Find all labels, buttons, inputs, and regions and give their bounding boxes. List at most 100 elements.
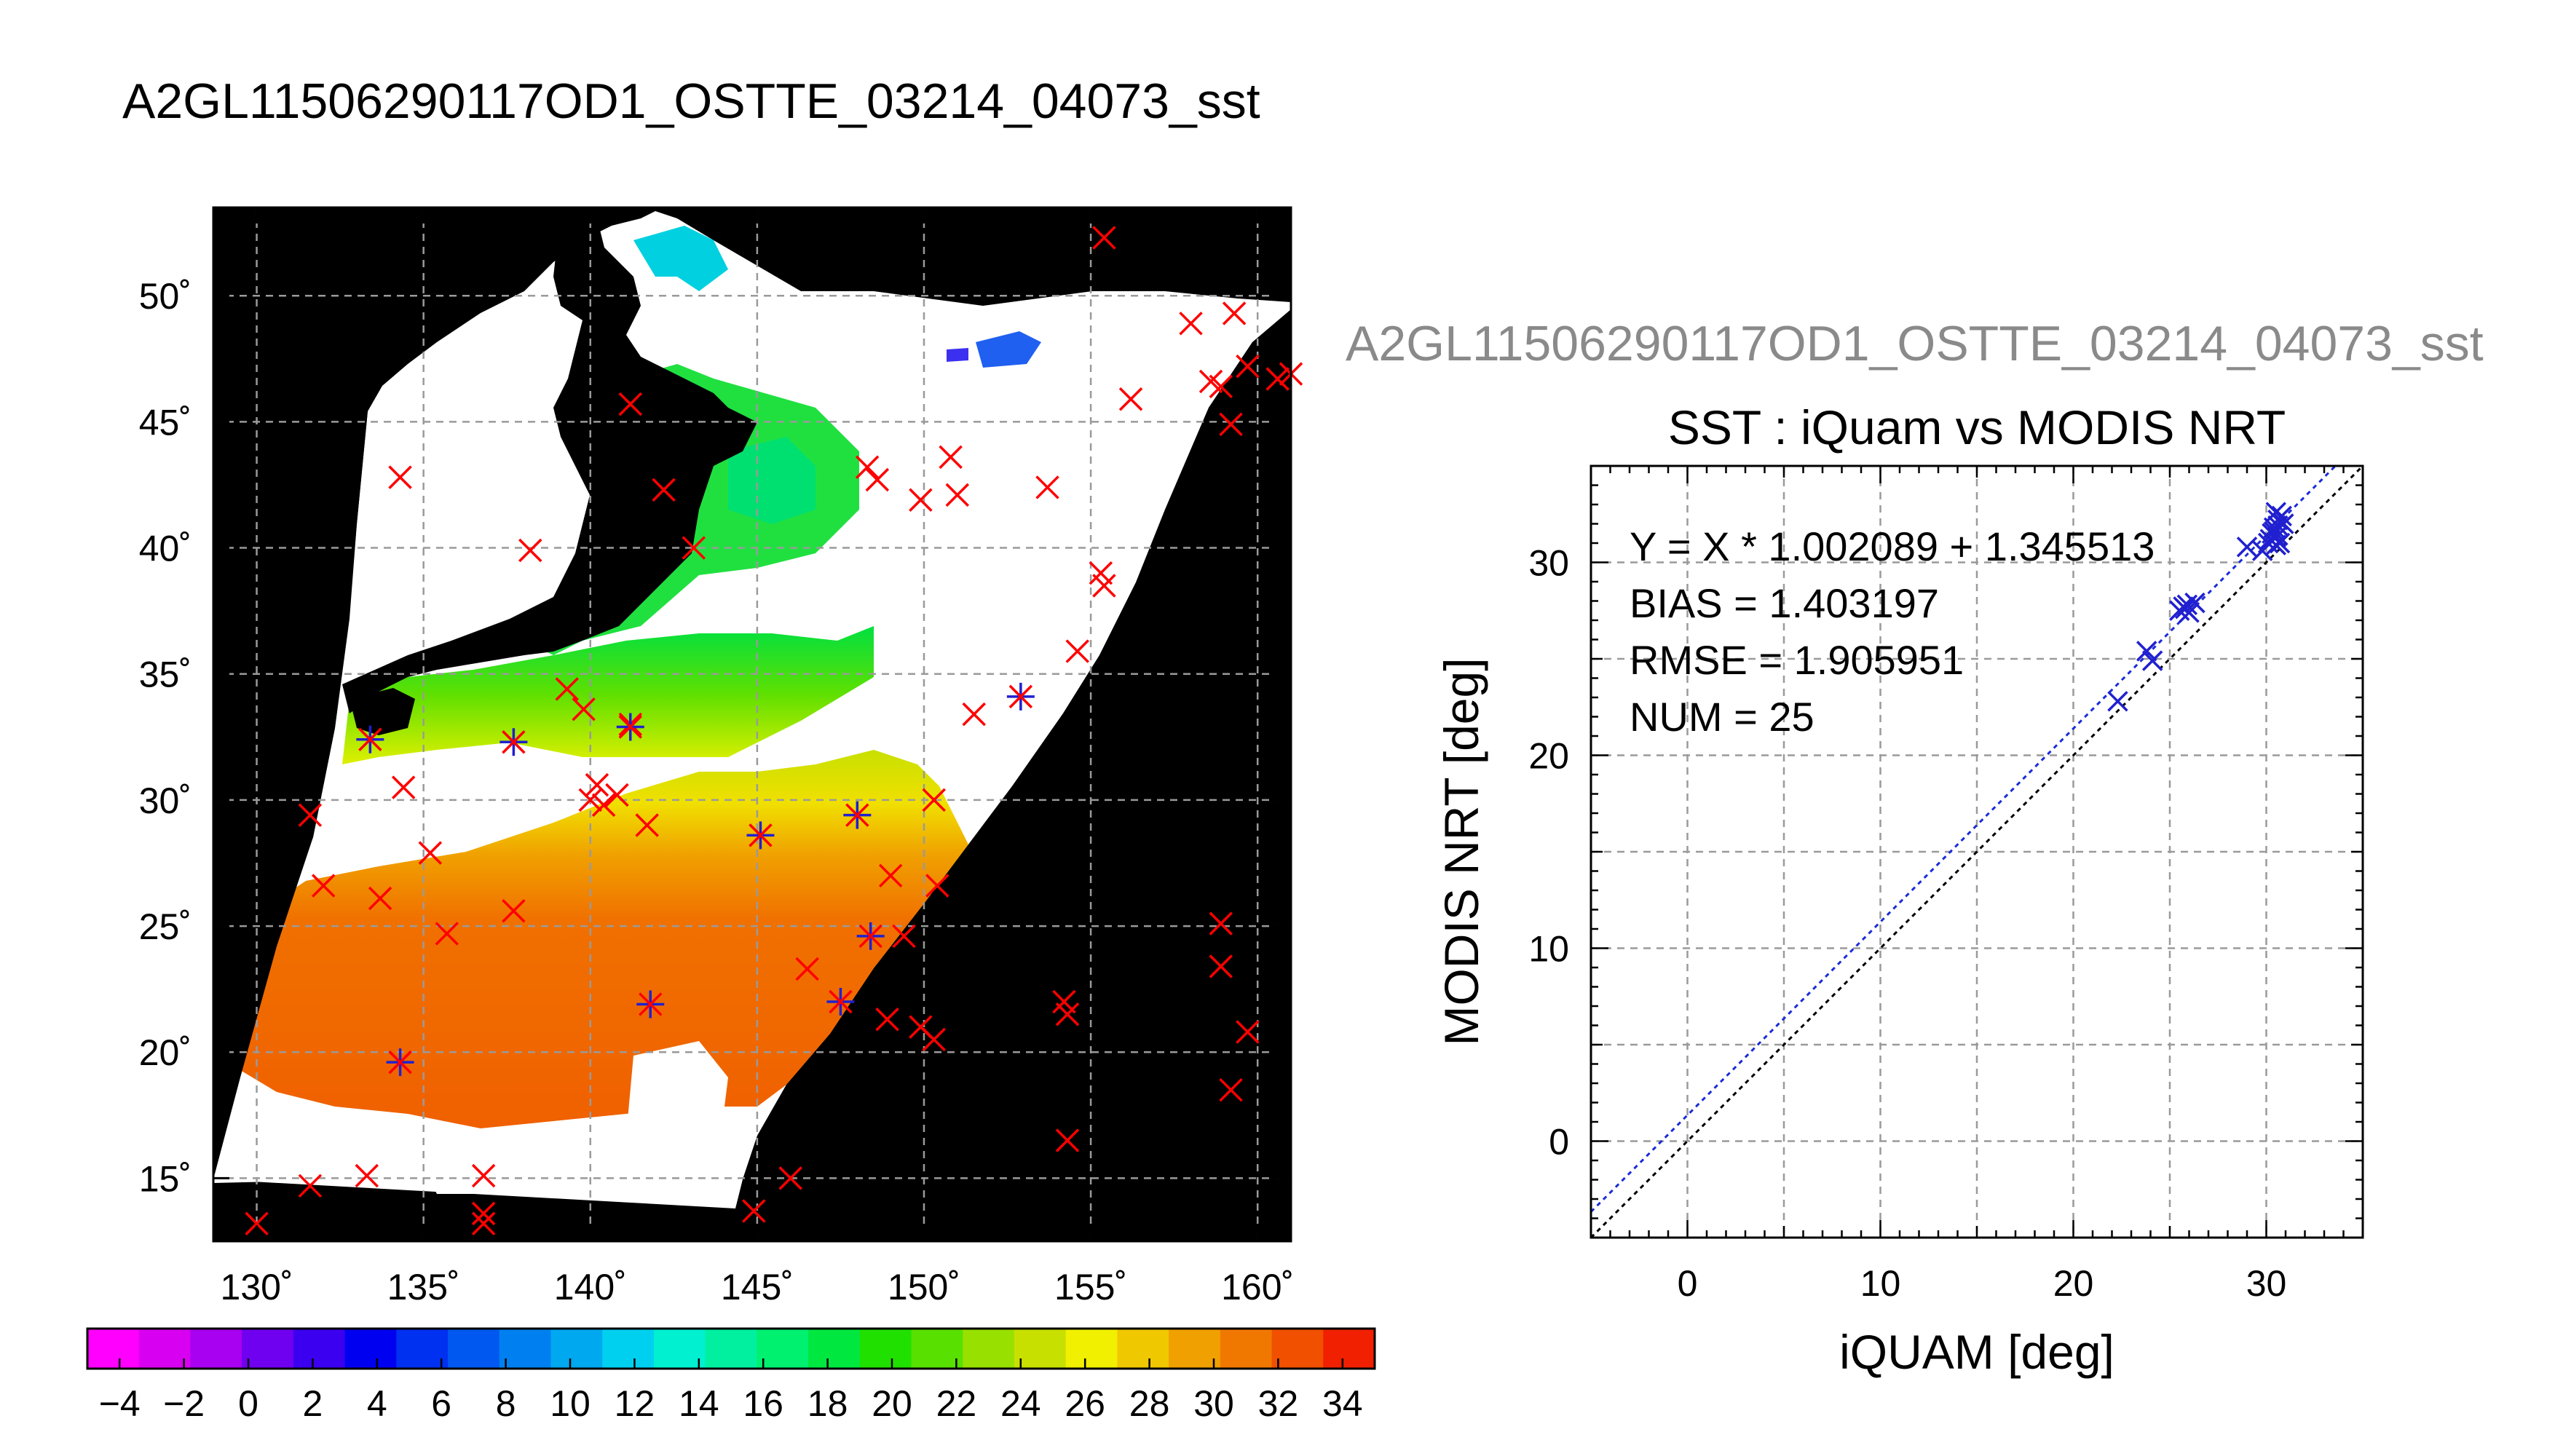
matchup-marker (1219, 412, 1243, 437)
colorbar-tick-label: 6 (431, 1383, 451, 1424)
matchup-marker (591, 793, 616, 818)
map-x-tick-label: 140˚ (554, 1267, 627, 1307)
map-x-tick-label: 150˚ (888, 1267, 960, 1307)
scatter-point (2107, 691, 2128, 712)
matchup-marker (878, 863, 903, 888)
scatter-point (2141, 650, 2163, 671)
used-matchup-x (639, 992, 663, 1016)
colorbar-segment (1169, 1329, 1221, 1369)
matchup-marker (1179, 312, 1203, 336)
sst-region-warm (240, 750, 968, 1128)
colorbar-segment (859, 1329, 912, 1369)
matchup-marker (778, 1166, 802, 1190)
scatter-x-tick-label: 30 (2246, 1263, 2287, 1304)
matchup-marker (471, 1201, 496, 1226)
map-grid (213, 207, 1291, 1241)
colorbar-segment (705, 1329, 757, 1369)
map-markers (245, 226, 1303, 1235)
map-ticks: 130˚ 135˚ 140˚ 145˚ 150˚ 155˚ 160˚ 15˚ 20˚ 25˚ 30˚… (139, 207, 1294, 1307)
colorbar: −4 −2 0 2 4 6 8 10 12 14 16 18 20 22 24 26 28 30 32 34 (86, 1327, 1376, 1424)
colorbar-segment (138, 1329, 191, 1369)
matchup-marker (922, 1027, 946, 1052)
colorbar-segment (963, 1329, 1015, 1369)
matchup-marker (1209, 374, 1233, 399)
colorbar-segment (550, 1329, 603, 1369)
map-y-tick-label: 15˚ (139, 1158, 191, 1199)
matchup-marker (245, 1211, 269, 1235)
map-y-tick-label: 40˚ (139, 529, 191, 569)
used-matchup-x (829, 989, 853, 1014)
used-matchup-x (358, 727, 382, 752)
matchup-marker (1219, 1077, 1243, 1102)
matchup-marker (1055, 1128, 1080, 1152)
colorbar-tick-label: 14 (679, 1383, 719, 1424)
matchup-marker (585, 772, 609, 797)
matchup-marker (875, 1007, 899, 1032)
matchup-marker (742, 1199, 766, 1223)
used-matchup-x (1008, 684, 1033, 709)
matchup-marker (471, 1163, 496, 1188)
stat-fit: Y = X * 1.002089 + 1.345513 (1630, 523, 2155, 569)
colorbar-segment (1220, 1329, 1273, 1369)
matchup-marker (605, 783, 629, 807)
sst-region-cyan (633, 226, 728, 291)
colorbar-segment (293, 1329, 346, 1369)
colorbar-tick-label: 16 (743, 1383, 783, 1424)
matchup-marker (1209, 911, 1233, 935)
used-matchup-x (388, 1050, 412, 1075)
scatter-x-tick-label: 0 (1678, 1263, 1698, 1304)
used-matchup-x (858, 924, 882, 949)
colorbar-segment (1323, 1329, 1375, 1369)
matchup-marker (1222, 301, 1247, 325)
colorbar-segment (808, 1329, 861, 1369)
matchup-marker (922, 788, 946, 812)
sst-region-cool-east (728, 437, 816, 524)
matchup-marker (939, 445, 963, 470)
colorbar-segment (602, 1329, 655, 1369)
sst-region-mid (342, 626, 874, 764)
map-y-tick-label: 35˚ (139, 654, 191, 695)
scatter-point (2236, 537, 2258, 558)
cloud-patch-3 (408, 1136, 553, 1194)
matchup-marker (1065, 639, 1089, 663)
identity-line (1591, 466, 2363, 1238)
scatter-point (2136, 641, 2157, 662)
map-y-tick-label: 25˚ (139, 906, 191, 947)
matchup-marker (572, 697, 596, 721)
matchup-marker (855, 455, 880, 479)
scatter-y-tick-label: 20 (1528, 736, 1569, 777)
matchup-marker (298, 1174, 323, 1198)
colorbar-tick-label: 30 (1193, 1383, 1234, 1424)
map-x-tick-label: 160˚ (1221, 1267, 1294, 1307)
colorbar-segment (911, 1329, 963, 1369)
colorbar-segment (1014, 1329, 1067, 1369)
colorbar-segment (448, 1329, 500, 1369)
colorbar-segment (396, 1329, 449, 1369)
stat-num: NUM = 25 (1630, 694, 1814, 740)
x-axis-label: iQUAM [deg] (1839, 1325, 2114, 1379)
stat-bias: BIAS = 1.403197 (1630, 580, 1939, 626)
used-matchup-x (749, 823, 773, 847)
figure-title: A2GL11506290117OD1_OSTTE_03214_04073_sst (122, 74, 1260, 129)
colorbar-segment (190, 1329, 242, 1369)
matchup-marker (578, 788, 603, 812)
colorbar-tick-label: 12 (615, 1383, 655, 1424)
colorbar-tick-label: 10 (550, 1383, 591, 1424)
colorbar-tick-label: 4 (367, 1383, 387, 1424)
colorbar-tick-label: 18 (807, 1383, 848, 1424)
matchup-marker (1236, 354, 1260, 379)
scatter-point (2265, 502, 2286, 523)
matchup-marker (368, 886, 392, 911)
matchup-marker (962, 702, 986, 727)
colorbar-tick-label: −2 (163, 1383, 205, 1424)
matchup-marker (618, 392, 642, 416)
scatter-points (2107, 502, 2294, 712)
matchup-marker (355, 1163, 379, 1188)
colorbar-segment (344, 1329, 397, 1369)
colorbar-tick-label: 20 (872, 1383, 912, 1424)
matchup-marker (1265, 367, 1290, 391)
matchup-marker (865, 467, 890, 492)
scatter-y-tick-label: 30 (1528, 543, 1569, 584)
colorbar-segment (1065, 1329, 1118, 1369)
map-y-tick-label: 45˚ (139, 402, 191, 443)
